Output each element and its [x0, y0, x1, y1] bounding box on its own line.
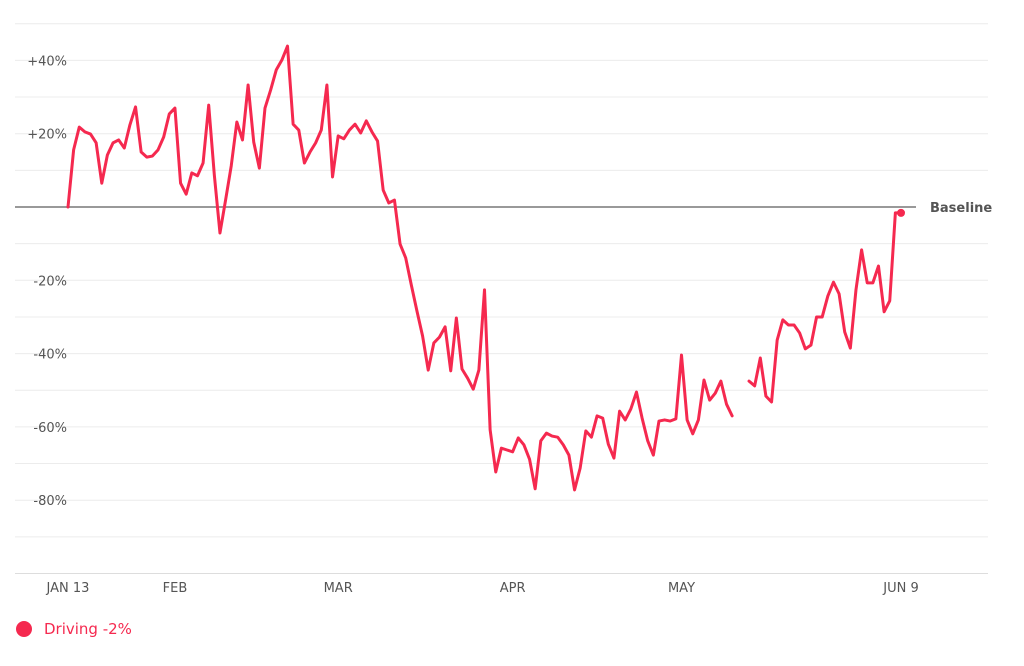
baseline-label: Baseline — [930, 201, 992, 216]
legend-label: Driving -2% — [44, 620, 132, 638]
y-tick-label: +20% — [27, 128, 67, 143]
y-tick-label: -60% — [33, 421, 67, 436]
x-tick-label: APR — [500, 581, 526, 596]
x-tick-label: JUN 9 — [882, 581, 918, 596]
series-line-driving — [747, 211, 903, 404]
series-line-driving — [66, 44, 734, 492]
x-tick-label: MAR — [324, 581, 353, 596]
legend-marker-icon — [16, 621, 32, 637]
y-tick-label: -20% — [33, 274, 67, 289]
y-tick-label: -80% — [33, 494, 67, 509]
x-tick-label: FEB — [163, 581, 188, 596]
series-end-point — [897, 208, 905, 217]
legend: Driving -2% — [16, 620, 132, 638]
x-tick-label: MAY — [668, 581, 695, 596]
y-tick-label: +40% — [27, 54, 67, 69]
x-tick-label: JAN 13 — [46, 581, 90, 596]
y-tick-label: -40% — [33, 348, 67, 363]
